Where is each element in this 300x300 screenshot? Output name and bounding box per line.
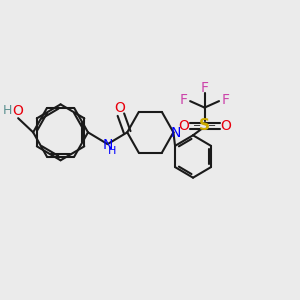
Text: O: O: [220, 119, 231, 133]
Text: F: F: [221, 93, 230, 107]
Text: N: N: [103, 138, 113, 152]
Text: S: S: [199, 118, 210, 134]
Text: H: H: [108, 146, 116, 156]
Text: O: O: [12, 104, 23, 118]
Text: O: O: [178, 119, 189, 133]
Text: H: H: [2, 104, 12, 117]
Text: F: F: [201, 81, 208, 94]
Text: N: N: [171, 126, 181, 140]
Text: O: O: [114, 100, 125, 115]
Text: =: =: [208, 120, 216, 130]
Text: F: F: [180, 93, 188, 107]
Text: =: =: [193, 120, 201, 130]
